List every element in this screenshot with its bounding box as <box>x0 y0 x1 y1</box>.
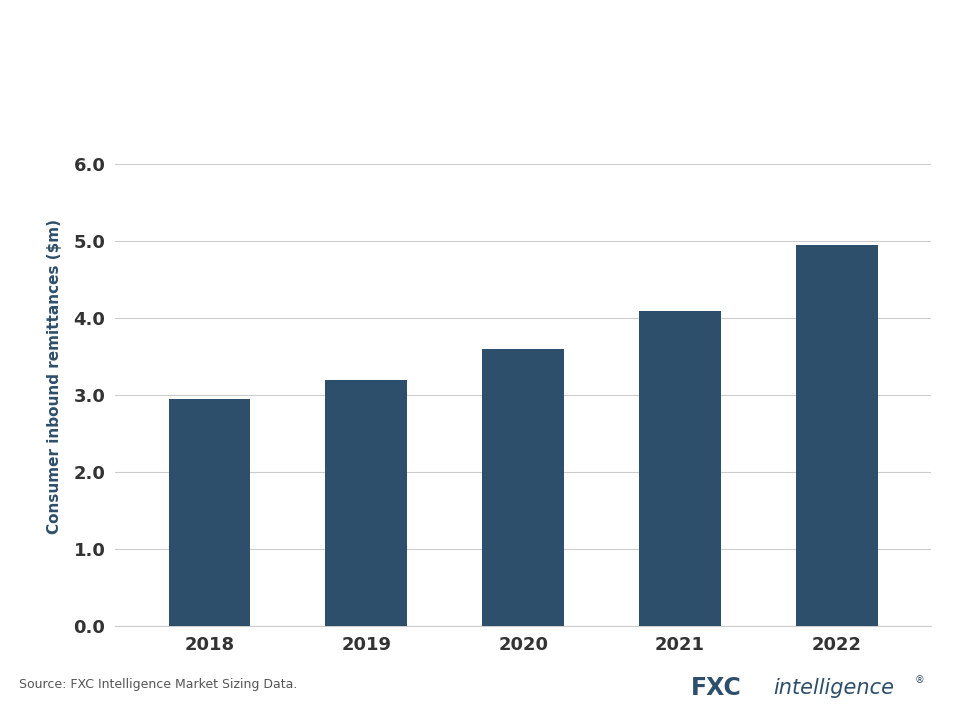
Text: Brazil total inbound consumer remittances, 2018-2022: Brazil total inbound consumer remittance… <box>24 78 518 96</box>
Y-axis label: Consumer inbound remittances ($m): Consumer inbound remittances ($m) <box>47 219 62 534</box>
Bar <box>483 349 564 626</box>
Text: ®: ® <box>915 675 924 685</box>
Bar <box>639 311 721 626</box>
Text: intelligence: intelligence <box>773 678 894 698</box>
Text: Source: FXC Intelligence Market Sizing Data.: Source: FXC Intelligence Market Sizing D… <box>19 678 298 691</box>
Bar <box>325 380 407 626</box>
Bar <box>169 400 251 626</box>
Bar <box>796 246 877 626</box>
Text: FXC: FXC <box>691 675 742 700</box>
Text: Brazil sees inbound consumer remittances grow in 2022: Brazil sees inbound consumer remittances… <box>24 24 948 53</box>
